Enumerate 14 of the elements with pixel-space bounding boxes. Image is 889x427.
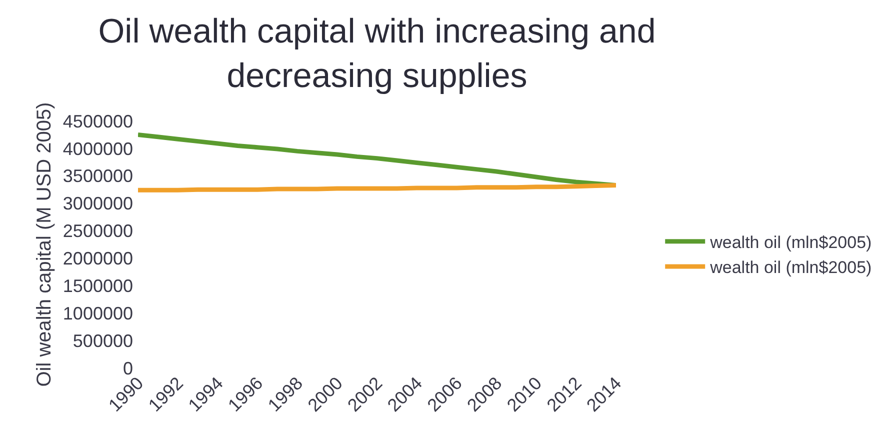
y-tick-label: 4000000 bbox=[62, 138, 133, 159]
y-tick-label: 2500000 bbox=[62, 221, 133, 242]
legend-label: wealth oil (mln$2005) bbox=[709, 233, 872, 252]
y-tick-label: 2000000 bbox=[62, 248, 133, 269]
y-tick-label: 3000000 bbox=[62, 194, 133, 214]
legend-label: wealth oil (mln$2005) bbox=[709, 258, 872, 278]
y-tick-label: 0 bbox=[122, 358, 133, 378]
y-tick-label: 1500000 bbox=[62, 276, 133, 296]
y-tick-label: 3500000 bbox=[62, 166, 133, 186]
chart-title: Oil wealth capital with increasing and decreasing supplies bbox=[98, 12, 656, 95]
y-tick-label: 1000000 bbox=[62, 303, 133, 324]
y-tick-label: 4500000 bbox=[62, 111, 133, 132]
y-axis-title: Oil wealth capital (M USD 2005) bbox=[33, 102, 56, 387]
y-tick-label: 500000 bbox=[72, 330, 133, 351]
